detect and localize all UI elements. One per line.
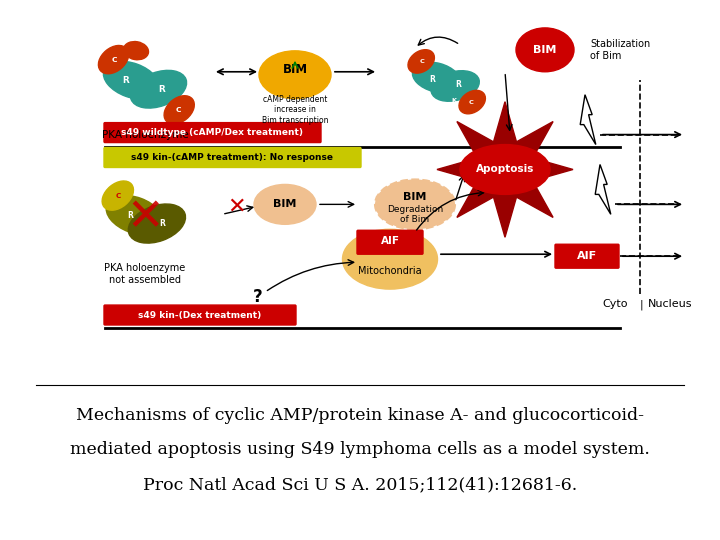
Text: R: R [127,211,132,220]
Text: Apoptosis: Apoptosis [476,165,534,174]
Text: ✕: ✕ [126,196,164,239]
Ellipse shape [164,96,194,124]
Ellipse shape [408,50,434,73]
Text: PKA holoenzyme: PKA holoenzyme [102,130,189,139]
FancyBboxPatch shape [104,147,361,167]
Ellipse shape [459,90,485,114]
Text: s49 wildtype (cAMP/Dex treatment): s49 wildtype (cAMP/Dex treatment) [121,128,303,137]
Ellipse shape [516,28,574,72]
Text: Cyto: Cyto [602,299,628,309]
Text: Proc Natl Acad Sci U S A. 2015;112(41):12681-6.: Proc Natl Acad Sci U S A. 2015;112(41):1… [143,476,577,494]
FancyBboxPatch shape [104,305,296,325]
Text: s49 kin-(cAMP treatment): No response: s49 kin-(cAMP treatment): No response [131,153,333,162]
Ellipse shape [254,185,316,224]
Text: BIM: BIM [282,63,307,76]
Text: C: C [116,193,121,199]
Text: Nucleus: Nucleus [648,299,692,309]
FancyBboxPatch shape [357,230,423,254]
Text: AIF: AIF [380,237,400,246]
Ellipse shape [99,45,129,74]
Ellipse shape [431,71,480,102]
Ellipse shape [102,181,133,210]
Ellipse shape [106,195,163,235]
Text: C: C [112,57,117,63]
Polygon shape [580,94,596,145]
Text: ?: ? [253,288,263,306]
Text: s49 kin-(Dex treatment): s49 kin-(Dex treatment) [138,310,261,320]
Text: K: K [451,98,456,103]
Polygon shape [595,165,611,214]
Text: ✕: ✕ [228,197,246,217]
Text: R: R [455,80,461,89]
Ellipse shape [124,42,148,60]
Text: |: | [639,299,643,309]
Text: cAMP dependent
increase in
Bim transcription: cAMP dependent increase in Bim transcrip… [262,94,328,125]
Text: C: C [469,99,474,105]
Text: R: R [122,76,129,85]
Polygon shape [437,102,573,237]
FancyBboxPatch shape [555,244,619,268]
Ellipse shape [343,230,438,289]
Text: BIM: BIM [534,45,557,55]
Ellipse shape [259,51,331,99]
Ellipse shape [413,62,461,93]
Ellipse shape [130,70,186,108]
Text: Mechanisms of cyclic AMP/protein kinase A- and glucocorticoid-: Mechanisms of cyclic AMP/protein kinase … [76,407,644,423]
Text: R: R [158,85,165,94]
Text: C: C [420,59,424,64]
Text: R: R [159,219,165,228]
Text: Mitochondria: Mitochondria [358,266,422,276]
Text: Stabilization
of Bim: Stabilization of Bim [590,39,650,60]
Text: BIM: BIM [274,199,297,210]
Ellipse shape [460,145,550,194]
Text: mediated apoptosis using S49 lymphoma cells as a model system.: mediated apoptosis using S49 lymphoma ce… [70,442,650,458]
Ellipse shape [375,179,455,230]
Ellipse shape [128,204,186,243]
Text: C: C [176,107,181,113]
Text: PKA holoenzyme
not assembled: PKA holoenzyme not assembled [104,264,186,285]
FancyBboxPatch shape [104,123,321,143]
Text: Degradation
of Bim: Degradation of Bim [387,205,443,224]
Text: AIF: AIF [577,251,597,261]
Text: R: R [429,75,435,84]
Ellipse shape [104,62,160,99]
Text: BIM: BIM [403,192,427,202]
